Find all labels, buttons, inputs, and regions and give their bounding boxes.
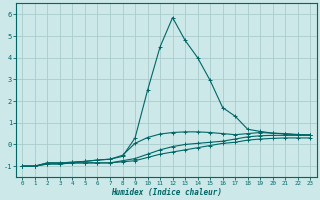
X-axis label: Humidex (Indice chaleur): Humidex (Indice chaleur)	[111, 188, 222, 197]
